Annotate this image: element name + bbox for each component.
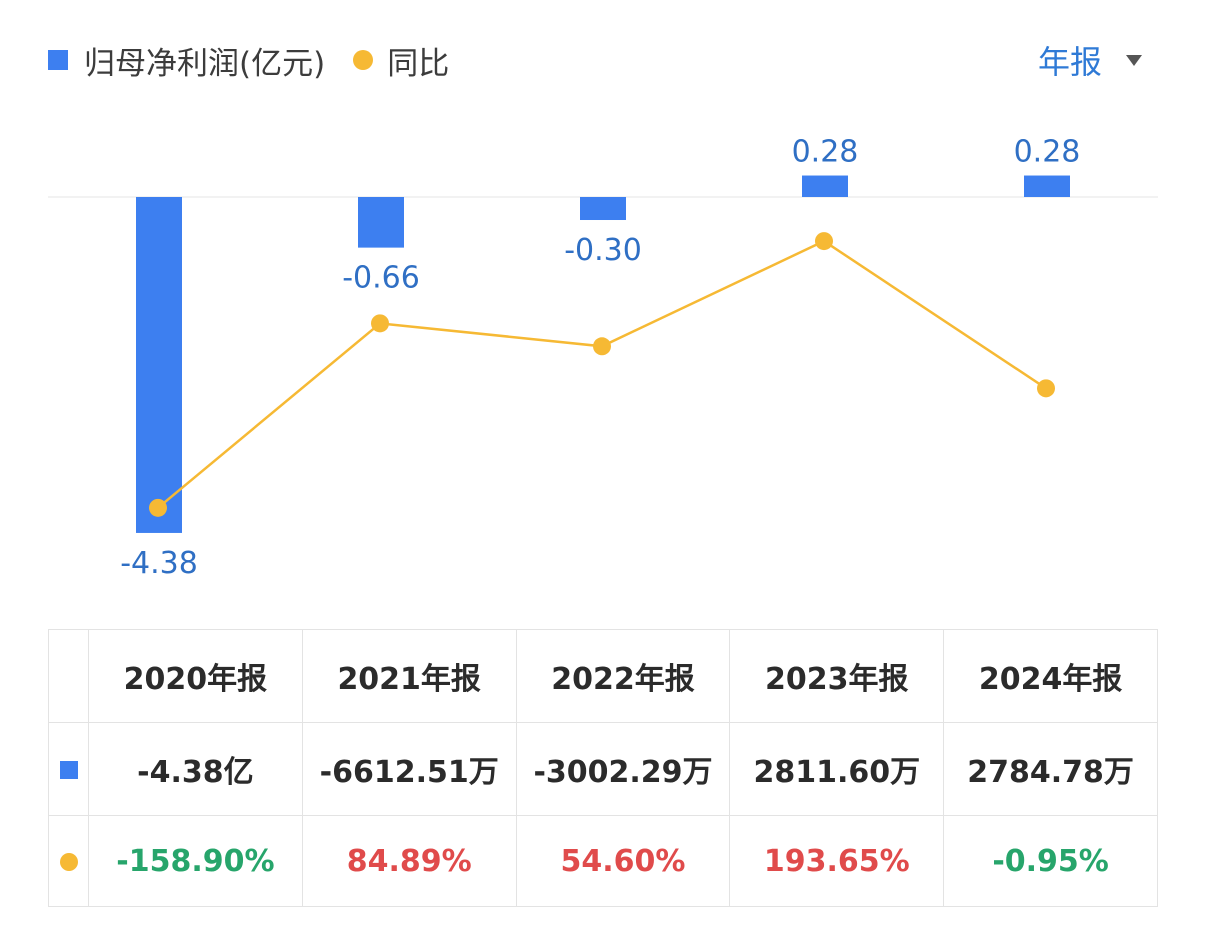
bar-series — [136, 175, 1070, 533]
bar-2023年报[interactable] — [802, 175, 848, 197]
yoy-line-series — [149, 232, 1055, 517]
table-header-row: 2020年报 2021年报 2022年报 2023年报 2024年报 — [48, 629, 1158, 723]
yoy-point-2022年报[interactable] — [593, 337, 611, 356]
yoy-point-2024年报[interactable] — [1037, 379, 1055, 398]
yoy-point-2021年报[interactable] — [371, 314, 389, 333]
profit-chart: -4.38 -0.66 -0.30 0.28 0.28 — [48, 135, 1158, 581]
bar-2024年报[interactable] — [1024, 175, 1070, 197]
bar-value-label: 0.28 — [792, 135, 859, 170]
yoy-line — [157, 239, 1047, 509]
table-header-cell: 2024年报 — [943, 629, 1158, 723]
period-dropdown[interactable]: 年报 — [1038, 38, 1142, 82]
bar-2022年报[interactable] — [580, 197, 626, 221]
row-marker-cell — [48, 815, 89, 907]
bar-value-label: -4.38 — [120, 546, 198, 581]
dot-icon — [59, 852, 78, 871]
bar-2021年报[interactable] — [358, 197, 404, 248]
legend-item-yoy[interactable]: 同比 — [353, 38, 449, 83]
data-table: 2020年报 2021年报 2022年报 2023年报 2024年报 -4.38… — [48, 629, 1158, 907]
table-cell: -158.90% — [88, 815, 303, 907]
table-cell: 2784.78万 — [943, 722, 1158, 816]
bar-label-series: -4.38 -0.66 -0.30 0.28 0.28 — [120, 135, 1080, 581]
yoy-point-2023年报[interactable] — [815, 232, 833, 251]
legend-label-yoy: 同比 — [387, 45, 450, 82]
table-cell: -4.38亿 — [88, 722, 303, 816]
bar-2020年报[interactable] — [136, 197, 182, 533]
table-cell: -6612.51万 — [301, 722, 517, 816]
square-icon — [48, 50, 68, 70]
legend-label-profit: 归母净利润(亿元) — [84, 45, 326, 82]
bar-value-label: -0.66 — [342, 261, 420, 296]
square-icon — [59, 760, 78, 779]
table-row-yoy: -158.90% 84.89% 54.60% 193.65% -0.95% — [48, 815, 1158, 907]
table-row-profit: -4.38亿 -6612.51万 -3002.29万 2811.60万 2784… — [48, 722, 1158, 816]
table-header-cell: 2022年报 — [515, 629, 731, 723]
table-cell: -0.95% — [943, 815, 1158, 907]
table-header-cell: 2023年报 — [729, 629, 945, 723]
legend-item-profit[interactable]: 归母净利润(亿元) — [48, 38, 325, 83]
yoy-point-2020年报[interactable] — [149, 498, 167, 517]
table-cell: -3002.29万 — [515, 722, 731, 816]
row-marker-cell — [48, 722, 89, 816]
bar-value-label: 0.28 — [1014, 135, 1081, 170]
table-cell: 54.60% — [515, 815, 731, 907]
dot-icon — [353, 50, 374, 70]
chart-legend: 归母净利润(亿元) 同比 — [48, 38, 449, 82]
table-header-cell: 2020年报 — [88, 629, 303, 723]
table-cell: 84.89% — [301, 815, 517, 907]
table-cell: 2811.60万 — [729, 722, 945, 816]
table-cell: 193.65% — [729, 815, 945, 907]
period-label: 年报 — [1037, 43, 1102, 81]
table-corner-cell — [48, 629, 89, 723]
caret-down-icon — [1126, 54, 1142, 66]
table-header-cell: 2021年报 — [301, 629, 517, 723]
bar-value-label: -0.30 — [564, 233, 642, 268]
